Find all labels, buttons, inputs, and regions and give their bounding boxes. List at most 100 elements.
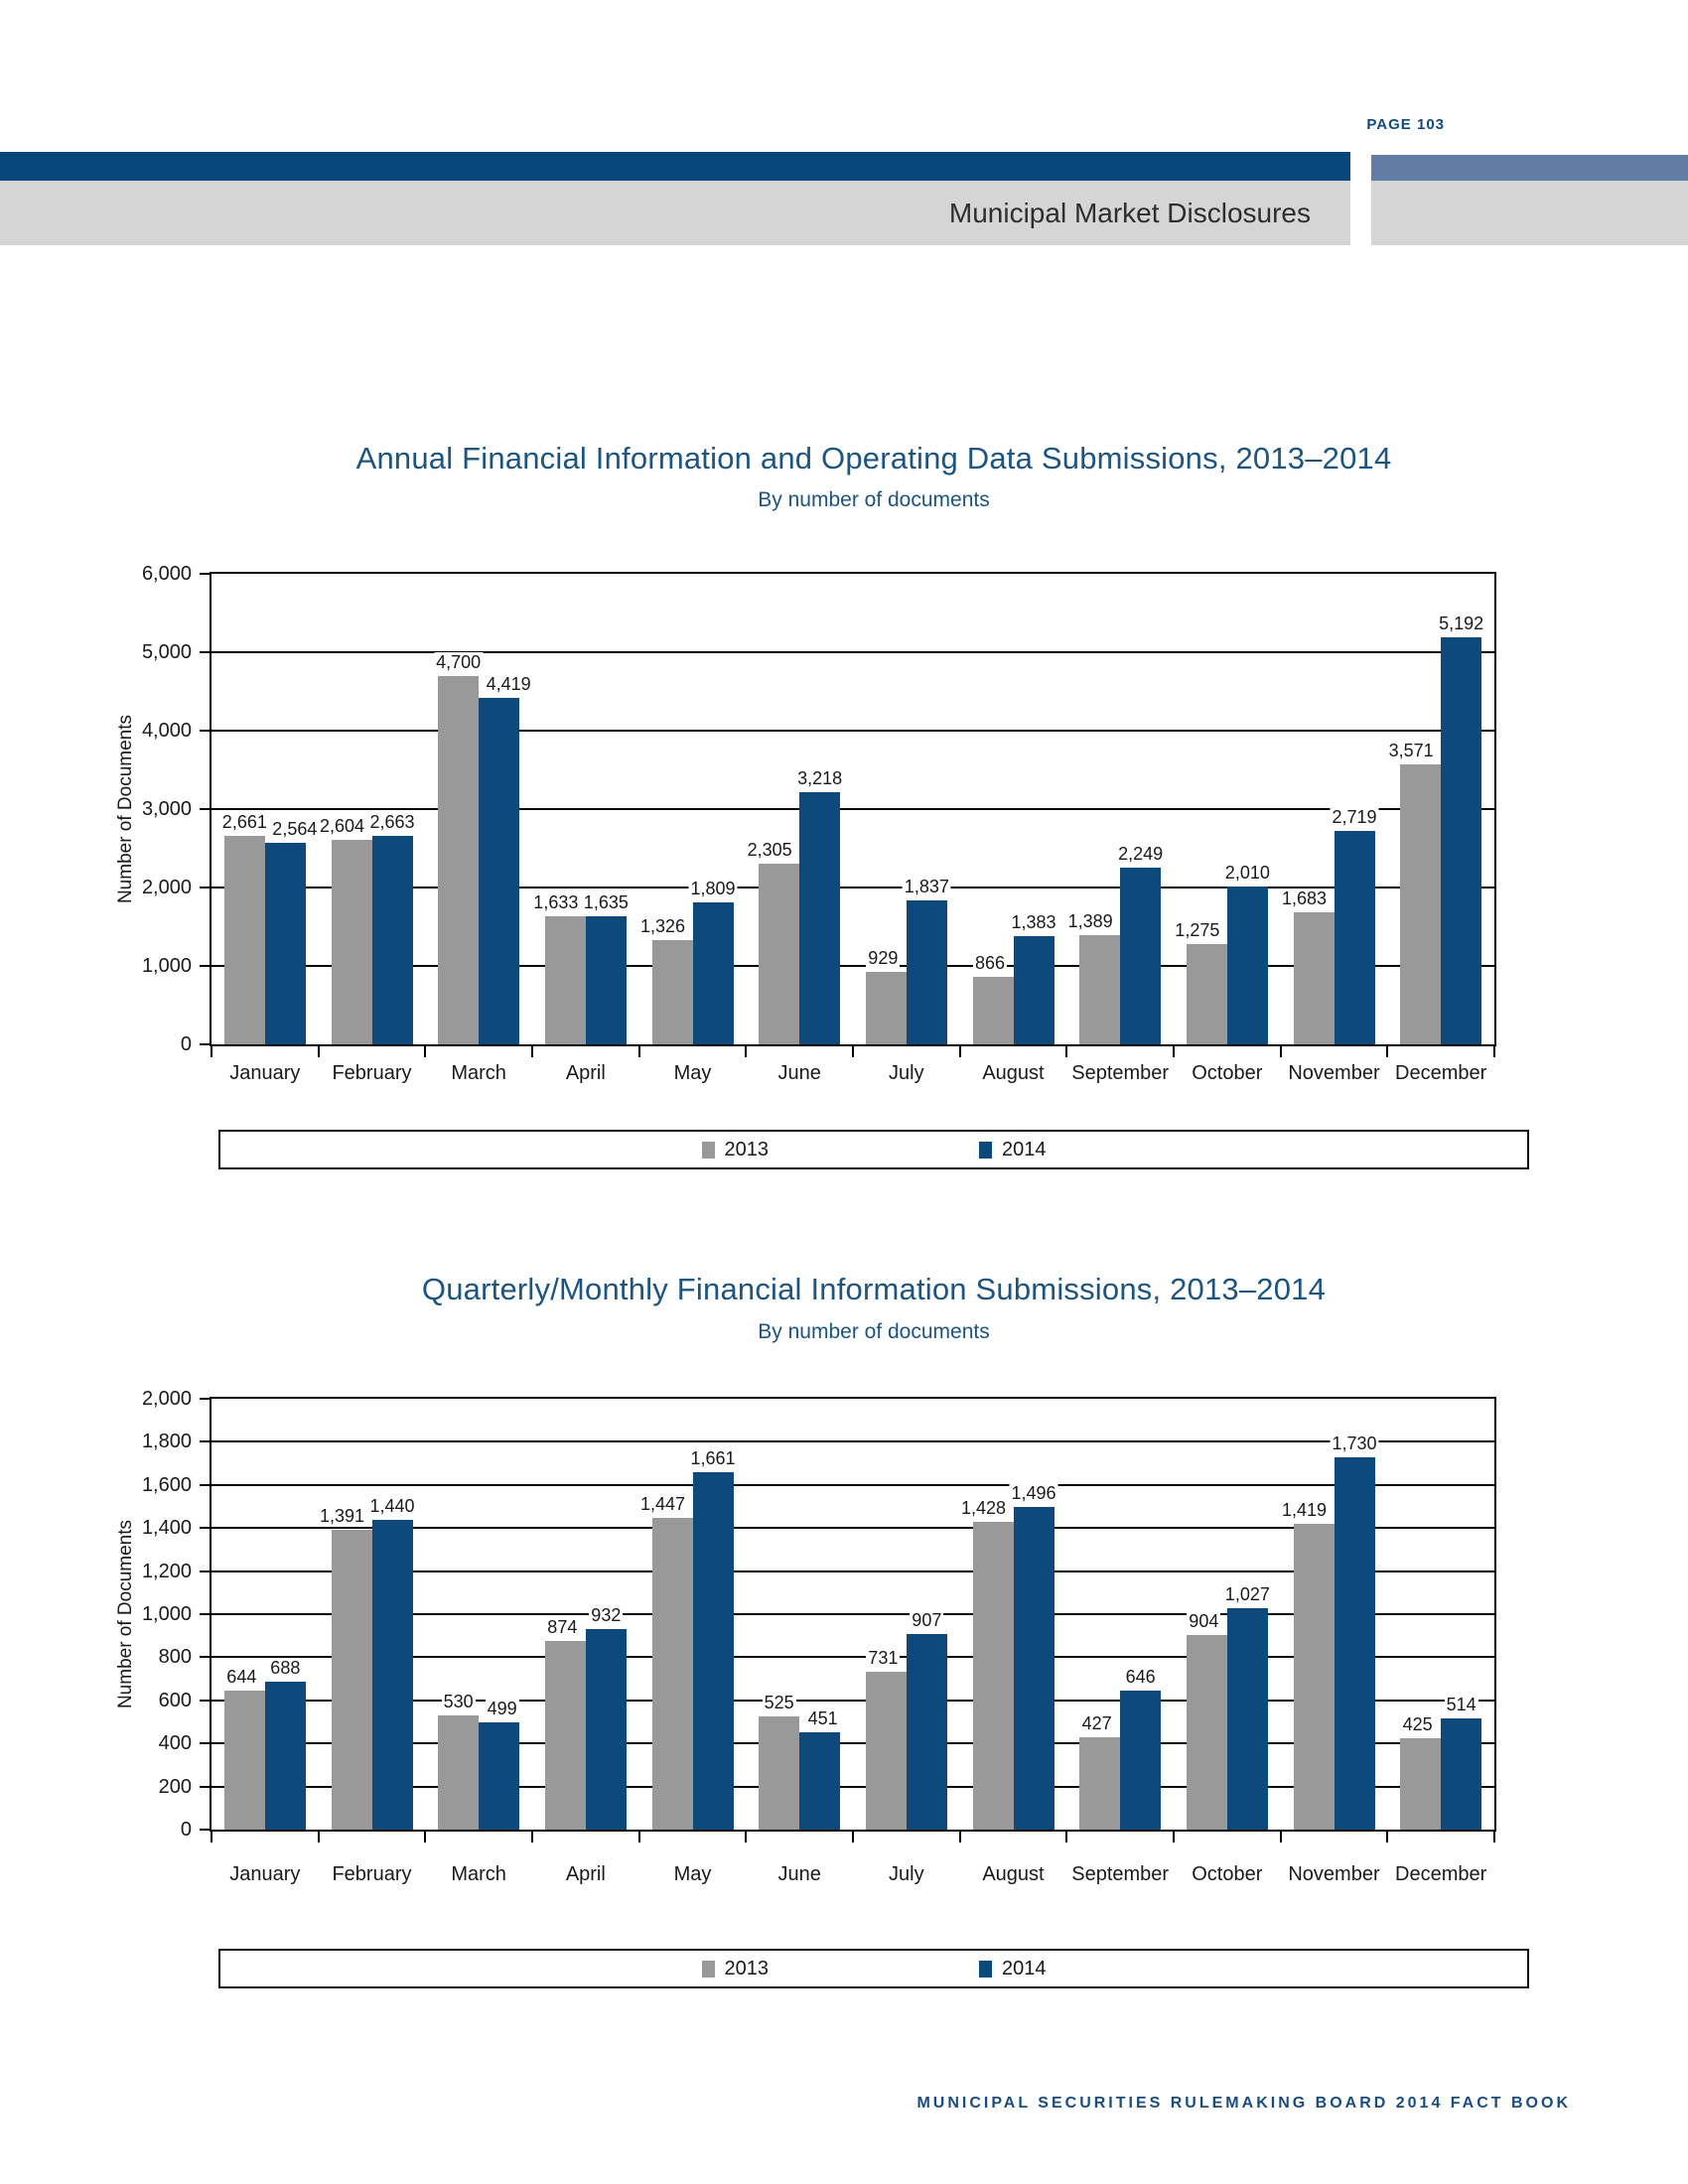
header-gray-band-right — [1371, 181, 1688, 245]
chart-plot-area: 644 688 1,391 1,440 530 499 874 932 1,447 1,661 52… — [210, 1397, 1496, 1832]
y-tick-label: 2,000 — [141, 877, 192, 898]
bar-2014-october — [1226, 887, 1268, 1044]
chart1-legend: 2013 2014 — [218, 1130, 1529, 1169]
y-axis-tick — [200, 1785, 210, 1788]
bar-2014-january — [264, 1681, 306, 1830]
bar-2014-february — [371, 835, 413, 1044]
bar-2013-october — [1186, 1634, 1227, 1830]
value-label: 1,389 — [1065, 911, 1115, 932]
value-label: 4,419 — [484, 673, 533, 694]
x-axis-tick — [1493, 1046, 1495, 1057]
month-label: August — [982, 1863, 1045, 1885]
bar-2013-march — [438, 675, 480, 1044]
x-axis-tick — [1279, 1832, 1282, 1843]
y-tick-label: 800 — [158, 1646, 192, 1669]
bar-2013-december — [1400, 763, 1442, 1044]
section-header: Municipal Market Disclosures — [948, 198, 1311, 228]
value-label: 1,496 — [1009, 1483, 1058, 1504]
bar-2013-march — [438, 1714, 480, 1830]
x-axis-tick — [1386, 1046, 1389, 1057]
month-label: March — [451, 1863, 506, 1885]
month-label: October — [1192, 1062, 1263, 1084]
value-label: 1,419 — [1279, 1500, 1330, 1521]
bar-2014-january — [264, 843, 306, 1044]
legend-label-2013: 2013 — [724, 1138, 770, 1160]
y-tick-label: 1,600 — [141, 1473, 192, 1496]
gridline — [211, 651, 1494, 653]
value-label: 2,305 — [745, 839, 794, 860]
bar-2014-march — [479, 1721, 520, 1830]
value-label: 499 — [485, 1698, 519, 1718]
bar-2014-april — [585, 915, 627, 1044]
gridline — [211, 1656, 1494, 1659]
month-label: September — [1071, 1863, 1170, 1885]
value-label: 2,663 — [367, 811, 417, 832]
x-axis-tick — [1065, 1046, 1068, 1057]
x-axis-tick — [317, 1832, 320, 1843]
bar-2013-june — [759, 1716, 800, 1830]
bar-2013-may — [651, 1518, 693, 1830]
value-label: 1,383 — [1009, 911, 1058, 932]
y-tick-label: 1,400 — [141, 1517, 192, 1540]
value-label: 1,633 — [531, 891, 581, 912]
value-label: 2,661 — [219, 811, 269, 832]
bar-2014-july — [906, 899, 947, 1044]
bar-2014-november — [1334, 1456, 1375, 1830]
x-axis-tick — [1173, 1832, 1175, 1843]
value-label: 904 — [1187, 1610, 1221, 1631]
bar-2014-april — [585, 1628, 627, 1830]
legend-swatch-2013 — [701, 1960, 715, 1978]
value-label: 3,218 — [795, 767, 845, 788]
bar-2013-november — [1293, 912, 1335, 1044]
value-label: 3,571 — [1386, 740, 1436, 760]
bar-2013-july — [865, 971, 907, 1044]
month-label: May — [673, 1863, 712, 1885]
bar-2014-december — [1441, 636, 1482, 1044]
bar-2013-august — [972, 1522, 1014, 1830]
value-label: 514 — [1444, 1695, 1478, 1715]
value-label: 1,447 — [637, 1494, 688, 1514]
bar-2013-august — [972, 976, 1014, 1044]
value-label: 2,719 — [1330, 807, 1379, 828]
footer-text: MUNICIPAL SECURITIES RULEMAKING BOARD 20… — [916, 2095, 1571, 2112]
value-label: 731 — [866, 1648, 901, 1669]
gridline — [211, 1699, 1494, 1702]
month-label: October — [1192, 1863, 1263, 1885]
gridline — [211, 1613, 1494, 1615]
page-number: PAGE 103 — [1366, 116, 1445, 133]
legend-item-2014: 2014 — [979, 1139, 1047, 1161]
x-axis-tick — [745, 1832, 748, 1843]
gridline — [211, 730, 1494, 732]
month-label: June — [777, 1062, 821, 1084]
bar-2014-june — [799, 1732, 841, 1830]
month-label: November — [1288, 1863, 1380, 1885]
bar-2013-november — [1293, 1524, 1335, 1830]
bar-2013-september — [1079, 935, 1121, 1044]
gridline — [211, 1440, 1494, 1443]
gridline — [211, 808, 1494, 810]
bar-2013-february — [331, 1530, 372, 1830]
gridline — [211, 887, 1494, 888]
bar-2014-february — [371, 1519, 413, 1830]
y-axis-title: Number of Documents — [115, 1519, 136, 1709]
y-tick-label: 1,200 — [141, 1560, 192, 1582]
bar-2014-may — [692, 902, 734, 1044]
bar-2014-may — [692, 1471, 734, 1830]
bar-2014-october — [1226, 1608, 1268, 1830]
x-axis-tick — [1493, 1832, 1495, 1843]
x-axis-tick — [745, 1046, 748, 1057]
value-label: 1,809 — [688, 879, 738, 899]
gridline — [211, 965, 1494, 967]
x-axis-tick — [531, 1832, 533, 1843]
month-label: July — [889, 1062, 924, 1084]
bar-2013-february — [331, 840, 372, 1044]
value-label: 2,010 — [1222, 863, 1272, 884]
x-axis-tick — [852, 1046, 854, 1057]
bar-2013-july — [865, 1672, 907, 1830]
x-axis-tick — [1386, 1832, 1389, 1843]
x-axis-tick — [531, 1046, 533, 1057]
y-axis-tick — [200, 1613, 210, 1615]
value-label: 1,428 — [958, 1498, 1009, 1519]
chart1-title: Annual Financial Information and Operati… — [355, 441, 1392, 476]
value-label: 874 — [545, 1617, 580, 1638]
